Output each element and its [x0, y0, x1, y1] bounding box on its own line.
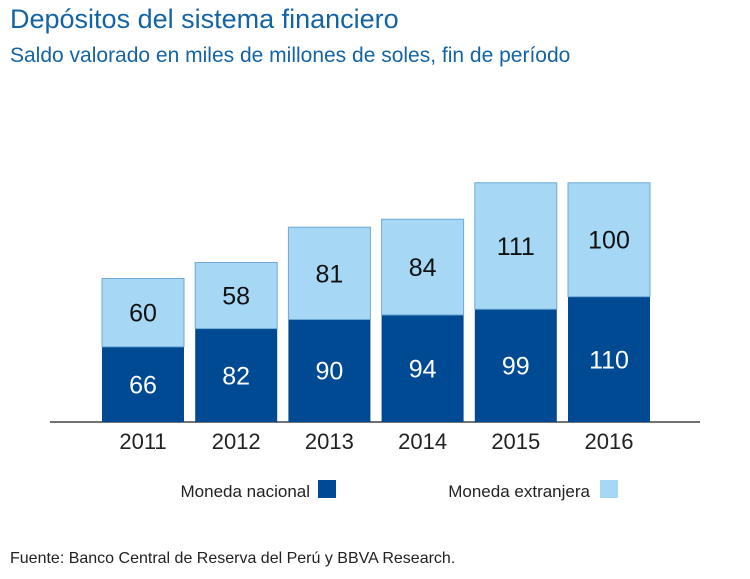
data-label-extranjera-2011: 60: [129, 300, 157, 328]
x-tick-2014: 2014: [398, 429, 447, 454]
data-label-extranjera-2015: 111: [497, 233, 535, 261]
data-label-nacional-2016: 110: [589, 346, 629, 374]
data-label-nacional-2015: 99: [502, 353, 530, 381]
x-tick-2012: 2012: [212, 429, 261, 454]
data-label-nacional-2012: 82: [222, 362, 250, 390]
data-label-nacional-2011: 66: [129, 371, 157, 399]
chart-subtitle: Saldo valorado en miles de millones de s…: [10, 44, 571, 67]
bar-nacional-2015: [474, 309, 557, 422]
source-note: Fuente: Banco Central de Reserva del Per…: [10, 550, 456, 567]
legend: Moneda nacional Moneda extranjera: [181, 480, 618, 501]
x-tick-labels: 2011 2012 2013 2014 2015 2016: [119, 429, 633, 454]
bars-group: 66 60 82 58 90 81 94 84 99 111 110 100: [101, 182, 651, 422]
data-label-extranjera-2014: 84: [409, 254, 437, 282]
bar-nacional-2013: [288, 319, 371, 422]
legend-label-nacional: Moneda nacional: [181, 482, 310, 501]
bar-nacional-2012: [195, 328, 278, 422]
bar-extranjera-2016: [567, 182, 651, 298]
bar-extranjera-2011: [101, 277, 185, 348]
legend-label-extranjera: Moneda extranjera: [448, 482, 590, 501]
bar-nacional-2016: [568, 296, 650, 422]
chart-title: Depósitos del sistema financiero: [10, 4, 399, 34]
bar-extranjera-2013: [287, 226, 371, 320]
bar-extranjera-2014: [381, 218, 465, 316]
bar-nacional-2011: [102, 346, 184, 422]
data-label-nacional-2013: 90: [315, 358, 343, 386]
data-label-nacional-2014: 94: [409, 355, 437, 383]
bar-nacional-2014: [381, 314, 464, 422]
x-tick-2013: 2013: [305, 429, 354, 454]
x-tick-2011: 2011: [119, 429, 166, 454]
legend-swatch-nacional: [318, 480, 336, 498]
x-tick-2016: 2016: [585, 429, 634, 454]
bar-extranjera-2015: [474, 182, 558, 310]
data-label-extranjera-2016: 100: [588, 227, 630, 255]
legend-swatch-extranjera: [600, 480, 618, 498]
data-label-extranjera-2013: 81: [315, 260, 343, 288]
data-label-extranjera-2012: 58: [222, 283, 250, 311]
x-tick-2015: 2015: [491, 429, 540, 454]
bar-extranjera-2012: [194, 262, 278, 330]
